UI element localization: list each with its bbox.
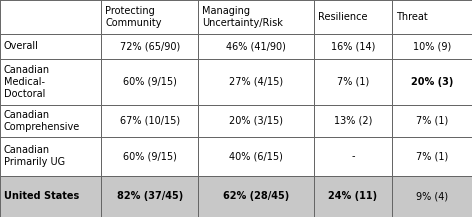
Text: 24% (11): 24% (11)	[328, 191, 378, 201]
Text: Protecting
Community: Protecting Community	[105, 6, 162, 28]
Text: 46% (41/90): 46% (41/90)	[226, 41, 286, 51]
Text: 72% (65/90): 72% (65/90)	[120, 41, 180, 51]
Text: 60% (9/15): 60% (9/15)	[123, 151, 177, 161]
Text: 27% (4/15): 27% (4/15)	[229, 77, 283, 87]
Text: Overall: Overall	[4, 41, 39, 51]
Text: 16% (14): 16% (14)	[330, 41, 375, 51]
Bar	[101, 176, 198, 217]
Text: Canadian
Medical-
Doctoral: Canadian Medical- Doctoral	[4, 65, 50, 99]
Text: 40% (6/15): 40% (6/15)	[229, 151, 283, 161]
Text: Canadian
Primarily UG: Canadian Primarily UG	[4, 145, 65, 167]
Bar	[0, 176, 101, 217]
Text: 20% (3/15): 20% (3/15)	[229, 116, 283, 126]
Text: Managing
Uncertainty/Risk: Managing Uncertainty/Risk	[202, 6, 283, 28]
Text: 9% (4): 9% (4)	[416, 191, 448, 201]
Text: 62% (28/45): 62% (28/45)	[223, 191, 289, 201]
Bar	[392, 176, 472, 217]
Text: 20% (3): 20% (3)	[411, 77, 453, 87]
Text: 7% (1): 7% (1)	[416, 151, 448, 161]
Text: 7% (1): 7% (1)	[337, 77, 369, 87]
Text: 13% (2): 13% (2)	[334, 116, 372, 126]
Text: 60% (9/15): 60% (9/15)	[123, 77, 177, 87]
Bar	[314, 176, 392, 217]
Text: -: -	[351, 151, 354, 161]
Text: 7% (1): 7% (1)	[416, 116, 448, 126]
Text: Canadian
Comprehensive: Canadian Comprehensive	[4, 110, 80, 132]
Text: 10% (9): 10% (9)	[413, 41, 451, 51]
Text: Resilience: Resilience	[318, 12, 367, 22]
Text: United States: United States	[4, 191, 79, 201]
Text: 67% (10/15): 67% (10/15)	[120, 116, 180, 126]
Text: Threat: Threat	[396, 12, 427, 22]
Text: 82% (37/45): 82% (37/45)	[117, 191, 183, 201]
Bar	[198, 176, 314, 217]
